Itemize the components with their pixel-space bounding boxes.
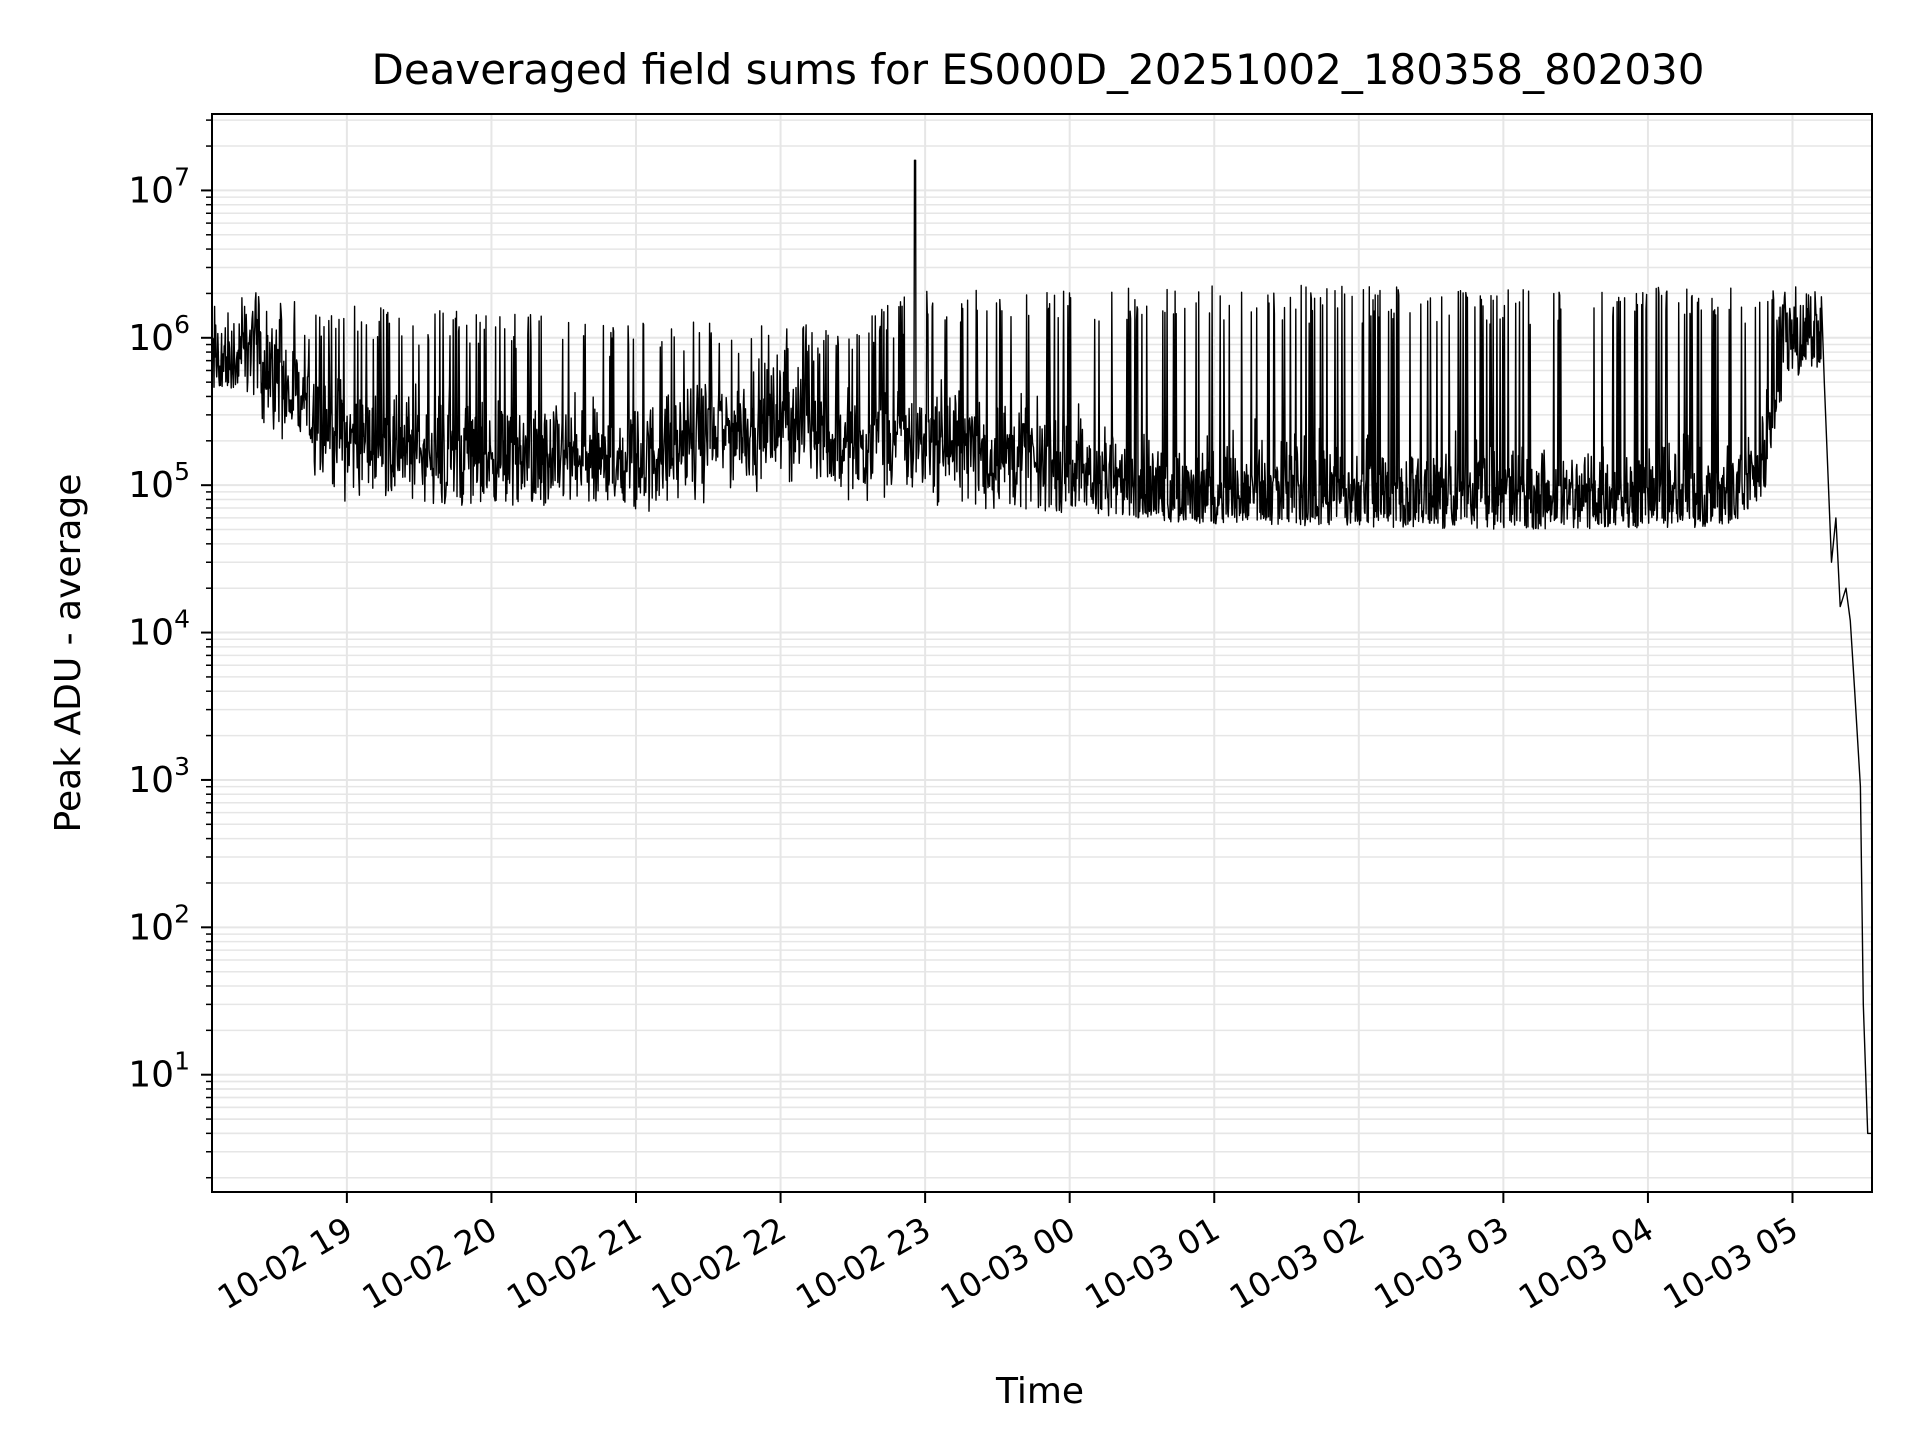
y-axis-label: Peak ADU - average [48,474,89,833]
x-axis-label: Time [995,1371,1084,1412]
y-tick-label: 107 [128,162,190,211]
y-tick-label: 106 [128,310,190,359]
y-axis: 101 102 103 104 105 106 107 [128,119,212,1179]
y-tick-label: 105 [128,457,190,506]
y-tick-label: 104 [128,605,190,654]
y-tick-label: 101 [128,1047,190,1096]
plot-frame [211,113,1873,1193]
y-tick-label: 102 [128,899,190,948]
chart-title: Deaveraged field sums for ES000D_2025100… [372,45,1705,94]
y-tick-label: 103 [128,752,190,801]
series-line [211,159,1872,1135]
grid-layer [212,114,1872,1192]
series-layer [211,159,1872,1135]
